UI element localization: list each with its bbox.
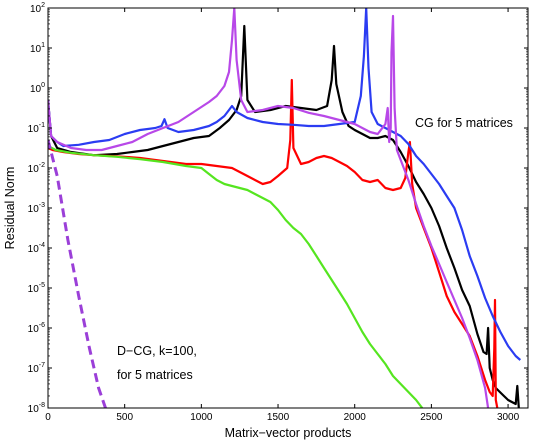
y-tick-exponent: -3: [39, 202, 45, 209]
y-tick-label: 10-4: [28, 242, 45, 255]
y-axis-label: Residual Norm: [3, 167, 17, 250]
plot-area: [48, 8, 528, 408]
y-tick-exponent: -4: [39, 242, 45, 249]
y-tick-base: 10: [30, 84, 42, 95]
y-tick-exponent: -1: [39, 122, 45, 129]
y-tick-label: 10-1: [28, 122, 45, 135]
y-tick-label: 10-3: [28, 202, 45, 215]
y-tick-label: 10-7: [28, 362, 45, 375]
y-tick-label: 10-5: [28, 282, 45, 295]
y-tick-base: 10: [28, 284, 40, 295]
series-line-5: [48, 145, 424, 408]
cg-annotation: CG for 5 matrices: [415, 116, 513, 130]
y-tick-exponent: -7: [39, 362, 45, 369]
y-tick-exponent: -2: [39, 162, 45, 169]
dcg-annotation-line1: D−CG, k=100,: [117, 344, 197, 358]
y-tick-exponent: -5: [39, 282, 45, 289]
dcg-annotation-line2: for 5 matrices: [117, 368, 193, 382]
y-tick-exponent: -6: [39, 322, 45, 329]
y-tick-base: 10: [30, 44, 42, 55]
y-tick-base: 10: [28, 324, 40, 335]
x-tick-label: 0: [45, 412, 51, 423]
series-line-2: [48, 78, 499, 408]
series-line-6: [48, 139, 107, 408]
y-tick-base: 10: [28, 124, 40, 135]
y-axis: 10210110010-110-210-310-410-510-610-710-…: [28, 2, 528, 415]
x-tick-label: 500: [116, 412, 133, 423]
y-tick-label: 102: [30, 2, 45, 15]
y-tick-exponent: 0: [41, 82, 45, 89]
y-tick-base: 10: [28, 204, 40, 215]
y-tick-base: 10: [28, 404, 40, 415]
x-axis: 0 500 1000 1500 2000 2500 3000: [45, 8, 520, 423]
series-layer: [48, 8, 522, 408]
y-tick-base: 10: [28, 364, 40, 375]
x-tick-label: 2000: [344, 412, 367, 423]
y-tick-label: 101: [30, 42, 45, 55]
y-tick-exponent: 1: [41, 42, 45, 49]
x-axis-label: Matrix−vector products: [225, 426, 352, 440]
y-tick-exponent: -8: [39, 402, 45, 409]
y-tick-base: 10: [28, 164, 40, 175]
x-tick-label: 2500: [420, 412, 443, 423]
series-line-4: [48, 8, 490, 408]
x-tick-label: 3000: [497, 412, 520, 423]
x-tick-label: 1500: [267, 412, 290, 423]
series-line-3: [48, 8, 522, 361]
y-tick-label: 10-6: [28, 322, 45, 335]
y-tick-exponent: 2: [41, 2, 45, 9]
x-tick-label: 1000: [190, 412, 213, 423]
y-tick-label: 100: [30, 82, 45, 95]
y-tick-label: 10-8: [28, 402, 45, 415]
y-tick-base: 10: [28, 244, 40, 255]
y-tick-base: 10: [30, 4, 42, 15]
series-line-1: [48, 24, 520, 408]
y-tick-label: 10-2: [28, 162, 45, 175]
